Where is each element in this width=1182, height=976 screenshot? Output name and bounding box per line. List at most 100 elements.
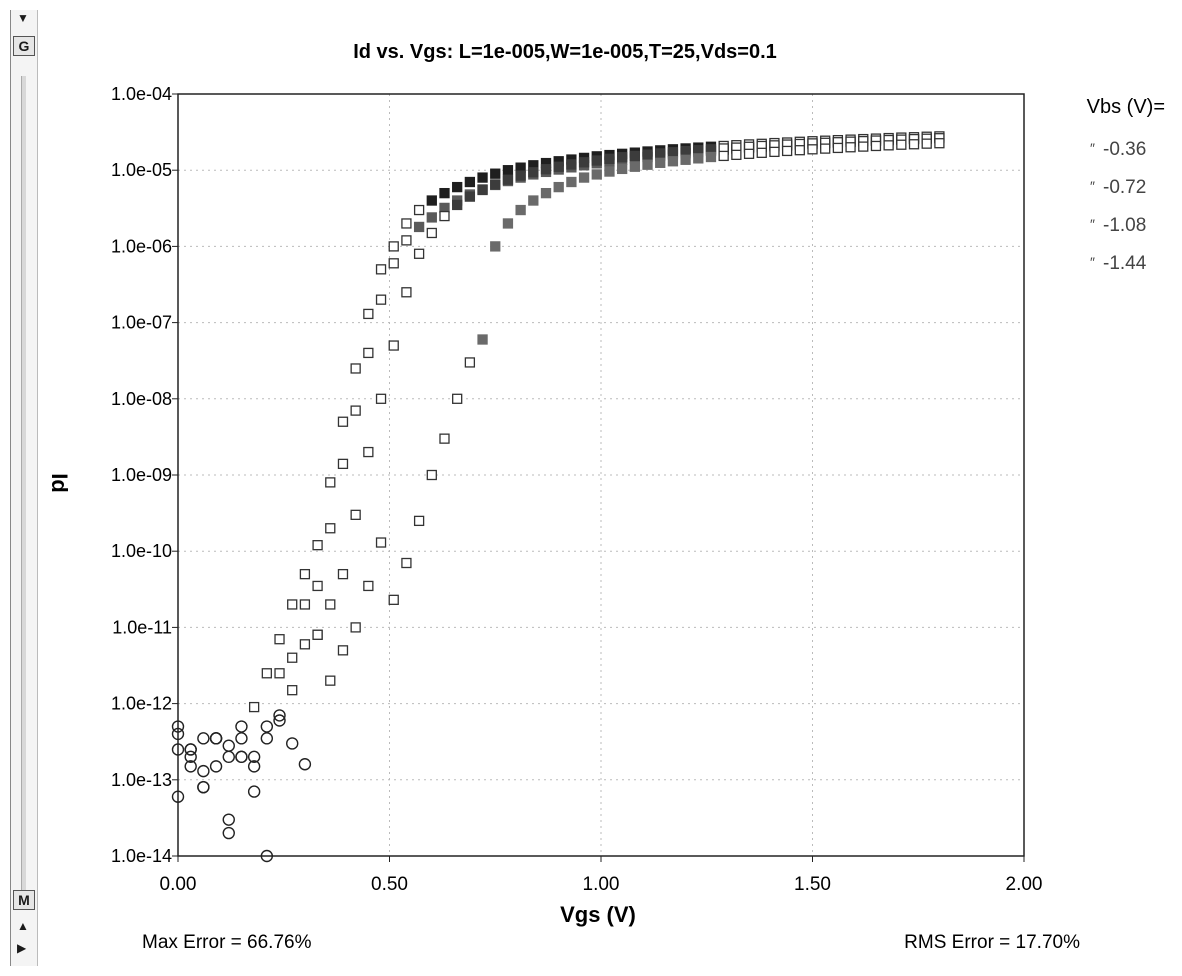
data-point: [287, 599, 298, 610]
data-point: [540, 187, 552, 199]
data-point: [337, 645, 349, 656]
g-button[interactable]: G: [13, 36, 35, 56]
data-point: [490, 168, 501, 179]
data-point: [693, 153, 704, 164]
data-point: [794, 145, 805, 156]
data-point: [426, 212, 437, 223]
data-point: [184, 743, 197, 756]
data-point: [667, 156, 679, 167]
legend: Vbs (V)= ″ -0.36 ″ -0.72 ″ -1.08 ″ -1.44: [1087, 96, 1165, 274]
triangle-down-icon[interactable]: ▼: [17, 11, 29, 25]
data-point: [209, 760, 223, 773]
data-point: [477, 334, 488, 345]
data-point: [439, 210, 450, 222]
data-point: [235, 750, 248, 764]
data-point: [401, 218, 412, 229]
data-point: [363, 347, 374, 359]
data-point: [197, 780, 210, 794]
data-point: [286, 737, 299, 750]
data-point: [566, 176, 577, 188]
vertical-scrollbar[interactable]: [21, 76, 26, 896]
data-point: [312, 580, 323, 592]
data-point: [832, 142, 844, 154]
data-point: [363, 446, 374, 458]
chart-grid: [177, 93, 1025, 857]
data-point: [222, 750, 235, 764]
x-axis-label: Vgs (V): [560, 902, 636, 927]
data-point: [273, 709, 286, 722]
data-point: [845, 142, 856, 153]
data-point: [426, 469, 437, 481]
data-point: [629, 161, 640, 172]
data-point: [325, 599, 336, 610]
data-point: [247, 785, 261, 798]
data-point: [325, 675, 336, 686]
data-point: [197, 764, 210, 778]
data-point: [629, 150, 640, 162]
data-point: [705, 151, 717, 163]
data-point: [578, 157, 590, 168]
data-point: [477, 172, 488, 183]
data-point: [604, 153, 615, 164]
legend-title: Vbs (V)=: [1087, 96, 1165, 118]
data-point: [350, 509, 361, 520]
data-point: [743, 148, 755, 159]
triangle-up-icon[interactable]: ▲: [17, 919, 29, 933]
series--1.08: [171, 133, 945, 863]
y-tick-label: 1.0e-05: [111, 160, 172, 180]
data-point: [655, 148, 666, 159]
data-point: [299, 639, 311, 650]
data-point: [617, 152, 628, 163]
data-point: [502, 218, 514, 229]
y-tick-label: 1.0e-13: [111, 770, 172, 790]
data-point: [363, 580, 374, 592]
data-point: [274, 634, 285, 645]
series--0.36: [171, 132, 945, 778]
data-point: [350, 622, 361, 633]
data-point: [464, 191, 476, 202]
data-point: [870, 140, 882, 152]
data-point: [274, 668, 285, 679]
legend-entry: -1.44: [1103, 253, 1147, 274]
data-point: [401, 287, 412, 298]
data-point: [171, 790, 185, 803]
data-point: [298, 758, 312, 771]
legend-entry: -1.08: [1103, 215, 1146, 236]
data-point: [731, 149, 742, 161]
x-tick-label: 1.00: [583, 874, 620, 895]
series--1.44: [171, 138, 945, 803]
data-point: [388, 241, 399, 252]
data-point: [604, 166, 615, 177]
data-point: [260, 849, 274, 863]
data-point: [273, 714, 286, 727]
data-point: [388, 594, 399, 605]
triangle-right-icon[interactable]: ▶: [17, 941, 27, 955]
y-tick-label: 1.0e-10: [111, 541, 172, 561]
data-point: [883, 140, 894, 151]
data-point: [413, 515, 425, 527]
data-point: [553, 161, 564, 172]
data-point: [528, 195, 539, 206]
data-point: [490, 241, 501, 252]
x-tick-label: 2.00: [1006, 874, 1043, 895]
data-point: [247, 750, 261, 764]
data-point: [171, 743, 185, 756]
legend-entry: -0.72: [1103, 177, 1146, 198]
data-point: [287, 652, 298, 663]
y-axis: 1.0e-04 1.0e-05 1.0e-06 1.0e-07 1.0e-08 1.0e-…: [111, 84, 178, 866]
data-point: [858, 141, 869, 152]
data-point: [769, 146, 780, 158]
x-tick-label: 0.00: [160, 874, 197, 895]
data-point: [452, 199, 463, 211]
data-point: [260, 732, 274, 745]
data-point: [413, 204, 425, 216]
data-point: [781, 145, 793, 157]
m-button[interactable]: M: [13, 890, 35, 910]
data-point: [426, 195, 437, 206]
data-point: [591, 169, 602, 180]
data-point: [184, 760, 197, 773]
data-point: [413, 248, 425, 259]
data-point: [452, 181, 463, 193]
data-point: [337, 458, 349, 470]
data-point: [553, 181, 564, 193]
